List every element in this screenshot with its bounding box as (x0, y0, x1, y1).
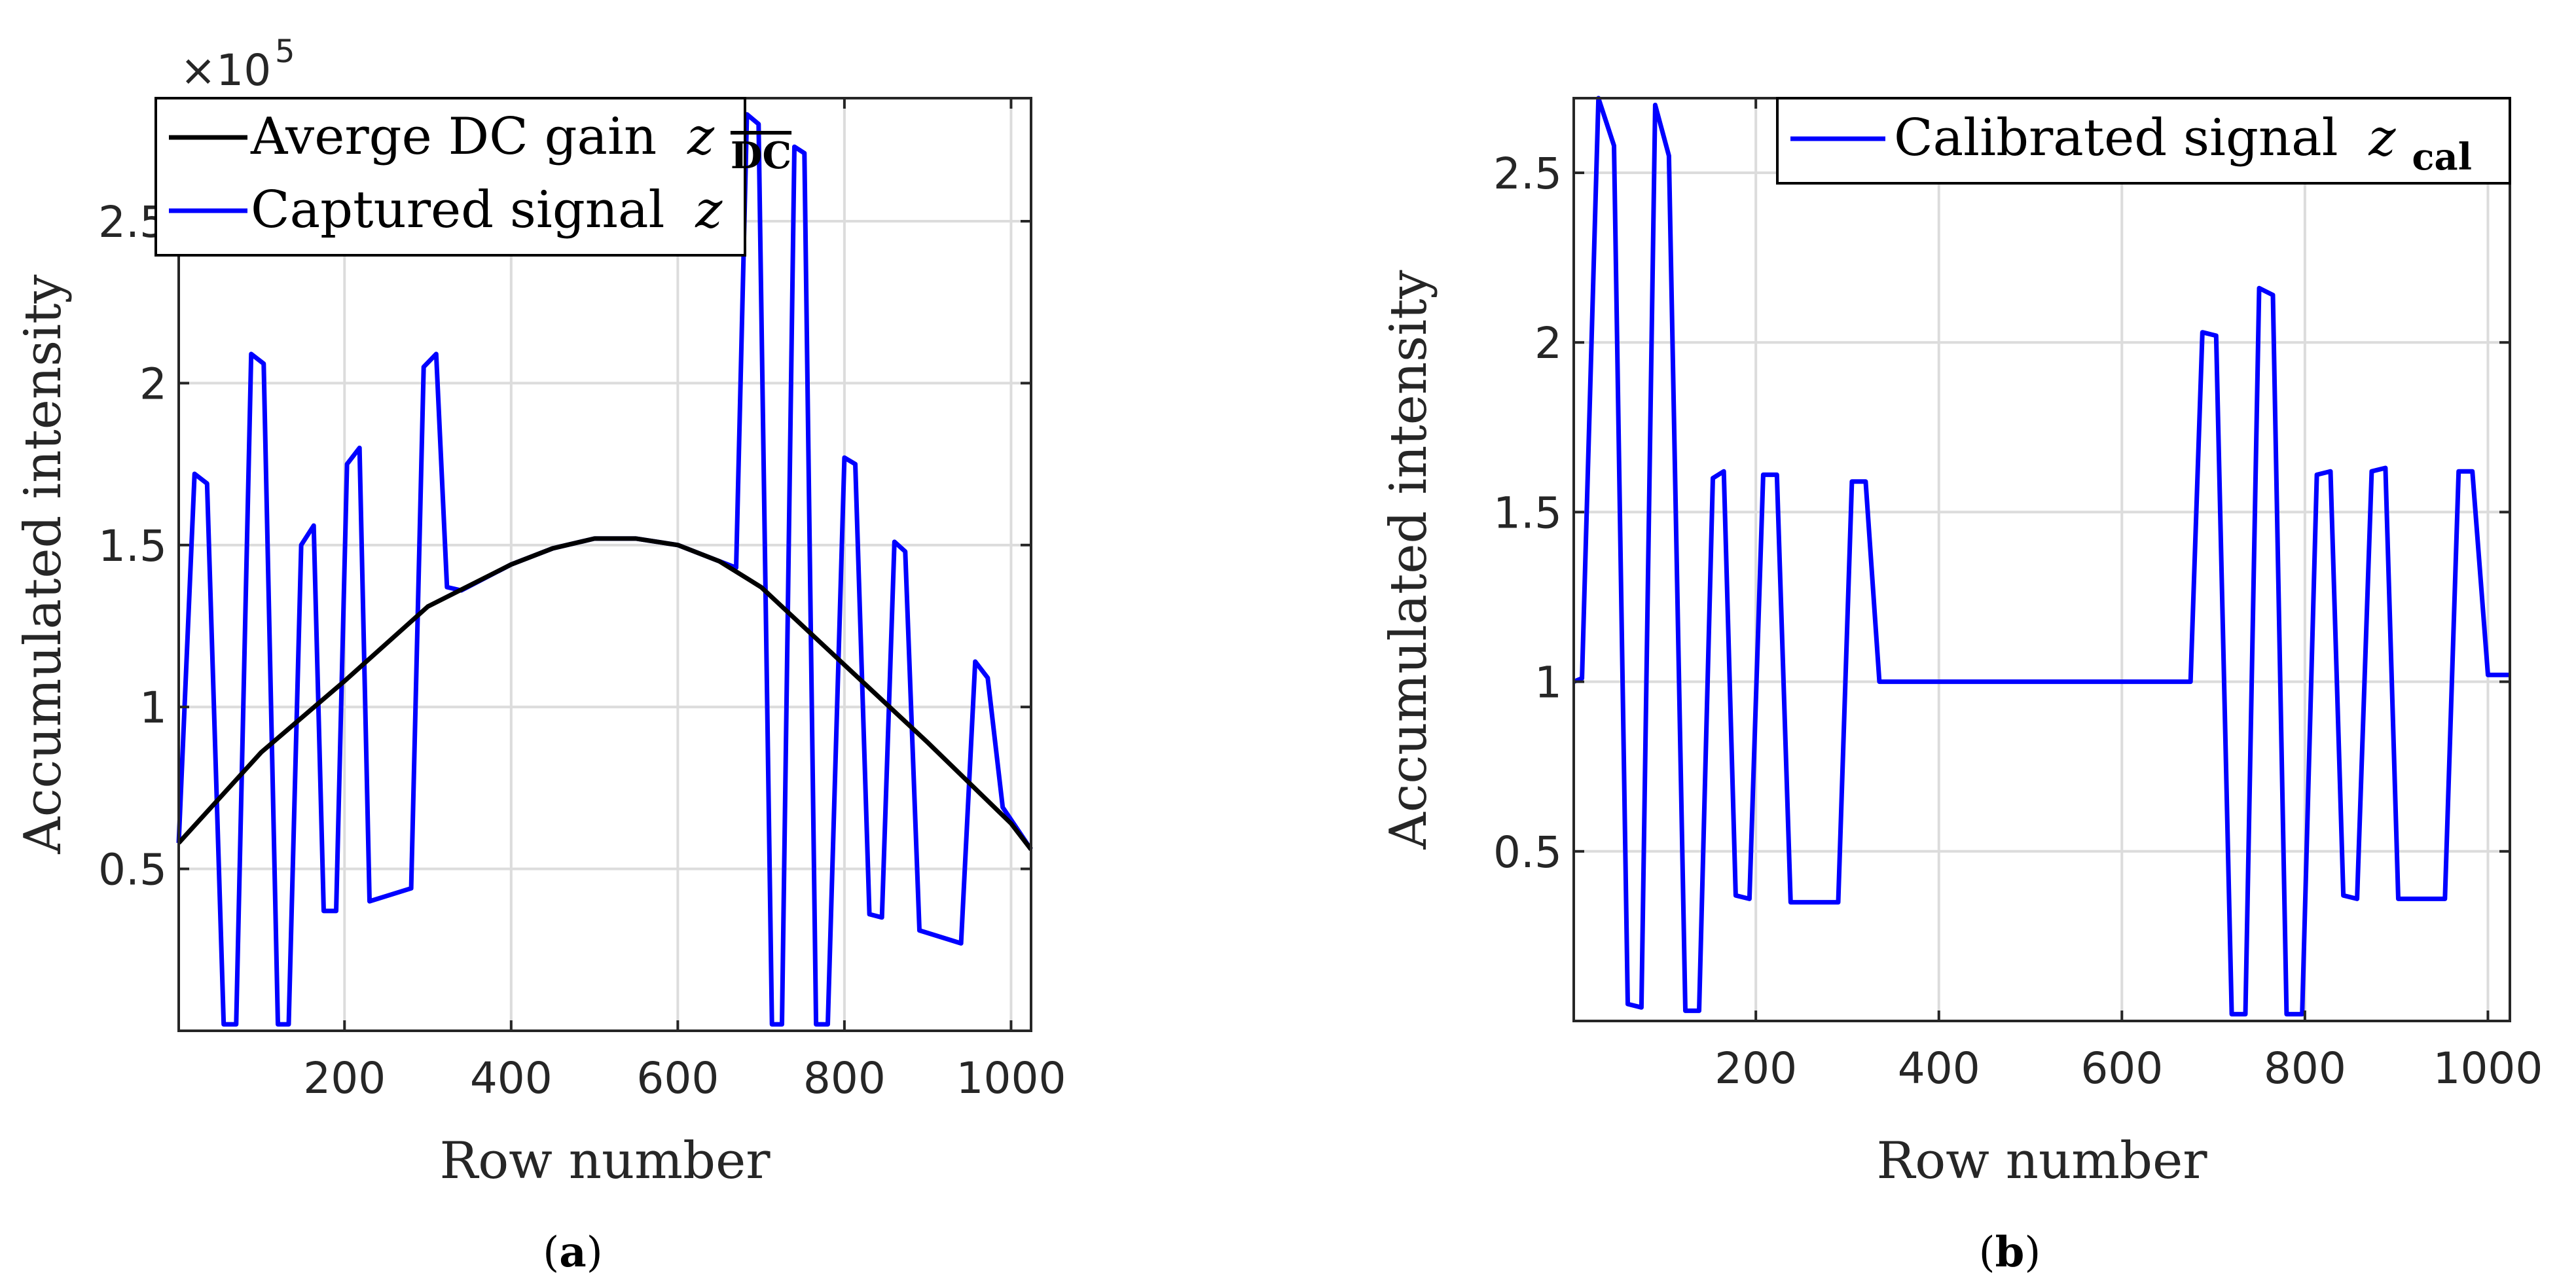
x-tick-label: 1000 (2433, 1043, 2543, 1094)
x-tick-label: 200 (1714, 1043, 1797, 1094)
legend-label-cal-symbol: z (2368, 109, 2396, 168)
y-axis-label-b: Accumulated intensity (1379, 270, 1438, 850)
x-tick-label: 600 (636, 1053, 719, 1103)
legend-label-dc: Averge DC gain z DC (250, 107, 791, 177)
legend-b: Calibrated signal z cal (1776, 97, 2511, 185)
x-tick-label: 600 (2080, 1043, 2163, 1094)
legend-a: Averge DC gain z DC Captured signal z (154, 97, 791, 257)
x-axis-label-b: Row number (1876, 1132, 2207, 1190)
legend-label-cal-sub: cal (2412, 135, 2472, 179)
legend-label-cal: Calibrated signal z cal (1894, 109, 2472, 179)
x-tick-label: 1000 (956, 1053, 1066, 1103)
y-tick-label: 1 (1534, 658, 1562, 708)
x-tick-label: 800 (2264, 1043, 2346, 1094)
x-tick-label: 200 (303, 1053, 386, 1103)
y-tick-label: 1.5 (1493, 488, 1562, 538)
legend-label-dc-name: Averge DC gain (250, 107, 657, 166)
y-tick-label: 1 (139, 683, 167, 733)
legend-label-captured-name: Captured signal (251, 181, 664, 240)
x-tick-label: 400 (1898, 1043, 1980, 1094)
y-tick-label: 1.5 (98, 521, 167, 571)
y-axis-label-a: Accumulated intensity (14, 274, 73, 854)
series-line-averge-dc-gain (177, 536, 1033, 851)
legend-label-captured: Captured signal z (251, 181, 723, 240)
legend-box-a (154, 97, 746, 257)
x-tick-label: 800 (803, 1053, 886, 1103)
chart-panel-b: 200 400 600 800 1000 0.5 1 1.5 2 2.5 Row number A… (1379, 96, 2543, 1277)
y-tick-label: 2 (1534, 318, 1562, 368)
y-tick-label: 0.5 (1493, 827, 1562, 878)
series-group-b (1572, 96, 2510, 1017)
x-axis-label-a: Row number (439, 1132, 771, 1190)
series-group-a (176, 112, 1033, 1027)
series-line-calibrated-signal (1572, 96, 2510, 1017)
legend-label-cal-name: Calibrated signal (1894, 109, 2338, 168)
ticks-b: 200 400 600 800 1000 0.5 1 1.5 2 2.5 (1493, 98, 2543, 1094)
panel-caption-b: (b) (1979, 1228, 2041, 1277)
y-multiplier-base: ×10 (180, 45, 271, 96)
panel-caption-a-letter: a (559, 1228, 586, 1277)
legend-label-dc-sub: DC (731, 134, 791, 177)
panel-caption-b-letter: b (1995, 1228, 2025, 1277)
legend-box-b (1776, 97, 2511, 185)
x-tick-label: 400 (470, 1053, 553, 1103)
y-tick-label: 2 (139, 359, 167, 409)
legend-label-dc-symbol: z (687, 107, 715, 166)
y-multiplier-exp: 5 (275, 33, 295, 70)
legend-label-captured-symbol: z (695, 181, 723, 240)
y-tick-label: 0.5 (98, 845, 167, 895)
y-tick-label: 2.5 (1493, 149, 1562, 199)
y-multiplier-a: ×10 5 (180, 33, 295, 96)
panel-caption-a: (a) (543, 1228, 602, 1277)
